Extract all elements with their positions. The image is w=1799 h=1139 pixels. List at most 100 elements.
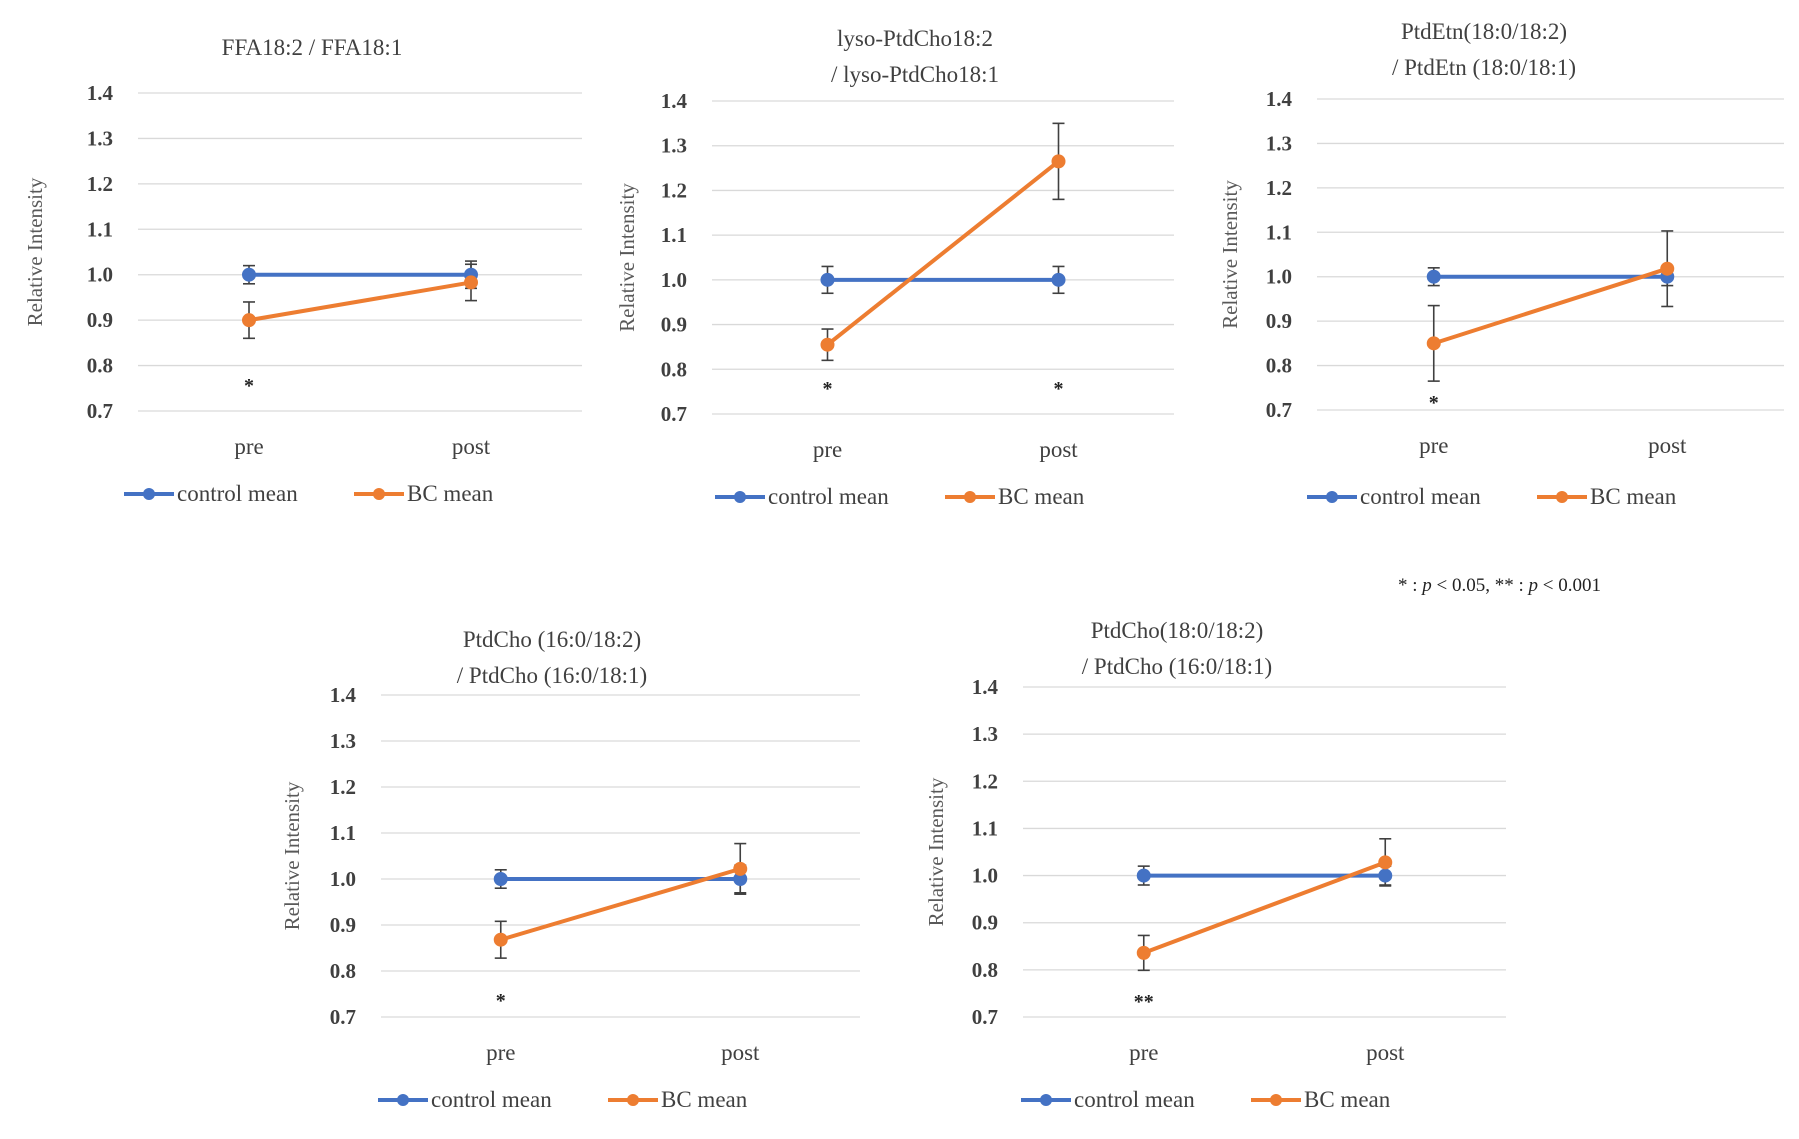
y-tick-label: 1.4 — [87, 81, 114, 105]
y-tick-label: 1.3 — [1266, 131, 1292, 155]
y-tick-label: 0.9 — [972, 911, 998, 935]
y-tick-label: 1.2 — [330, 775, 356, 799]
series-line-bc — [1141, 860, 1388, 955]
chart-title: lyso-PtdCho18:2 — [837, 26, 993, 51]
y-tick-label: 0.9 — [1266, 309, 1292, 333]
chart-title: / PtdCho (16:0/18:1) — [1082, 654, 1272, 679]
y-tick-label: 1.2 — [972, 769, 998, 793]
x-tick-label: pre — [486, 1040, 515, 1065]
legend-marker — [734, 491, 746, 503]
x-tick-label: pre — [1129, 1040, 1158, 1065]
y-tick-label: 1.0 — [87, 263, 113, 287]
y-axis-label: Relative Intensity — [23, 177, 47, 326]
y-tick-label: 0.8 — [87, 354, 113, 378]
y-tick-label: 1.2 — [661, 178, 687, 202]
significance-marker: * — [1429, 392, 1439, 414]
significance-footnote: * : p < 0.05, ** : p < 0.001 — [1398, 575, 1601, 596]
chart-panel-2: lyso-PtdCho18:2 / lyso-PtdCho18:1 0.7 0.8 0.… — [615, 26, 1174, 509]
legend-label: control mean — [768, 484, 889, 509]
data-point-bc — [820, 337, 835, 352]
legend-label: BC mean — [1590, 484, 1677, 509]
legend-marker — [1556, 491, 1568, 503]
legend-marker — [1040, 1094, 1052, 1106]
chart-panel-5: PtdCho(18:0/18:2) / PtdCho (16:0/18:1) 0.7… — [924, 618, 1506, 1112]
y-tick-label: 0.8 — [972, 958, 998, 982]
series-line-bc — [247, 280, 473, 323]
chart-title: PtdCho(18:0/18:2) — [1091, 618, 1264, 643]
legend-marker — [964, 491, 976, 503]
y-tick-label: 0.7 — [972, 1005, 998, 1029]
x-tick-label: pre — [234, 434, 263, 459]
y-tick-label: 1.2 — [87, 172, 113, 196]
legend-entry-control: control mean — [715, 484, 889, 509]
y-axis-label: Relative Intensity — [924, 777, 948, 926]
y-tick-label: 0.7 — [330, 1005, 356, 1029]
chart-title: FFA18:2 / FFA18:1 — [222, 35, 403, 60]
y-tick-label: 0.8 — [661, 357, 687, 381]
y-axis-label: Relative Intensity — [280, 781, 304, 930]
legend-marker — [397, 1094, 409, 1106]
x-tick-label: pre — [813, 437, 842, 462]
data-point-bc — [1426, 336, 1441, 351]
y-tick-label: 0.9 — [661, 313, 687, 337]
data-point-control — [493, 872, 508, 886]
x-tick-label: post — [452, 434, 491, 459]
legend-label: BC mean — [661, 1087, 748, 1112]
legend-label: control mean — [1074, 1087, 1195, 1112]
chart-title: / lyso-PtdCho18:1 — [831, 62, 999, 87]
data-point-bc — [464, 275, 478, 290]
legend-label: control mean — [431, 1087, 552, 1112]
data-point-bc — [733, 861, 748, 876]
y-axis-label: Relative Intensity — [1218, 180, 1242, 329]
y-tick-label: 1.4 — [972, 675, 999, 699]
y-tick-label: 1.1 — [330, 821, 356, 845]
y-axis-label: Relative Intensity — [615, 183, 639, 332]
legend-entry-bc: BC mean — [1537, 484, 1677, 509]
y-tick-label: 1.1 — [972, 816, 998, 840]
x-tick-label: post — [1039, 437, 1078, 462]
y-tick-label: 1.3 — [972, 722, 998, 746]
y-tick-label: 0.9 — [330, 913, 356, 937]
legend-entry-control: control mean — [124, 481, 298, 506]
y-tick-label: 1.4 — [661, 89, 688, 113]
chart-title: PtdCho (16:0/18:2) — [463, 627, 641, 652]
data-point-bc — [242, 313, 256, 328]
chart-panel-3: PtdEtn(18:0/18:2) / PtdEtn (18:0/18:1) 0.7… — [1218, 19, 1784, 509]
data-point-control — [1051, 272, 1066, 287]
significance-marker: * — [496, 990, 506, 1012]
y-tick-label: 1.3 — [87, 126, 113, 150]
y-tick-label: 1.0 — [1266, 265, 1292, 289]
data-point-control — [1136, 868, 1151, 883]
x-tick-label: post — [1366, 1040, 1405, 1065]
y-tick-label: 1.3 — [330, 729, 356, 753]
chart-title: PtdEtn(18:0/18:2) — [1401, 19, 1567, 44]
legend-entry-control: control mean — [1307, 484, 1481, 509]
significance-marker: ** — [1134, 991, 1154, 1013]
data-point-control — [1426, 269, 1441, 284]
legend-marker — [373, 488, 385, 500]
y-tick-label: 1.4 — [1266, 87, 1293, 111]
significance-marker: * — [1054, 378, 1064, 400]
y-tick-label: 1.1 — [87, 217, 113, 241]
y-tick-label: 1.0 — [661, 268, 687, 292]
y-tick-label: 1.1 — [661, 223, 687, 247]
legend-label: control mean — [177, 481, 298, 506]
chart-title: / PtdEtn (18:0/18:1) — [1392, 55, 1576, 80]
y-tick-label: 0.9 — [87, 308, 113, 332]
chart-panel-4: PtdCho (16:0/18:2) / PtdCho (16:0/18:1) 0.… — [280, 627, 860, 1112]
data-point-control — [242, 267, 256, 282]
data-point-control — [820, 272, 835, 287]
data-point-bc — [493, 932, 508, 947]
x-tick-label: post — [721, 1040, 760, 1065]
data-point-bc — [1051, 154, 1066, 169]
significance-marker: * — [244, 375, 254, 397]
data-point-bc — [1136, 945, 1151, 960]
legend-label: control mean — [1360, 484, 1481, 509]
x-tick-label: post — [1648, 433, 1687, 458]
legend-entry-control: control mean — [378, 1087, 552, 1112]
series-line-bc — [825, 159, 1061, 347]
y-tick-label: 0.8 — [1266, 354, 1292, 378]
y-tick-label: 0.8 — [330, 959, 356, 983]
y-tick-label: 1.0 — [330, 867, 356, 891]
